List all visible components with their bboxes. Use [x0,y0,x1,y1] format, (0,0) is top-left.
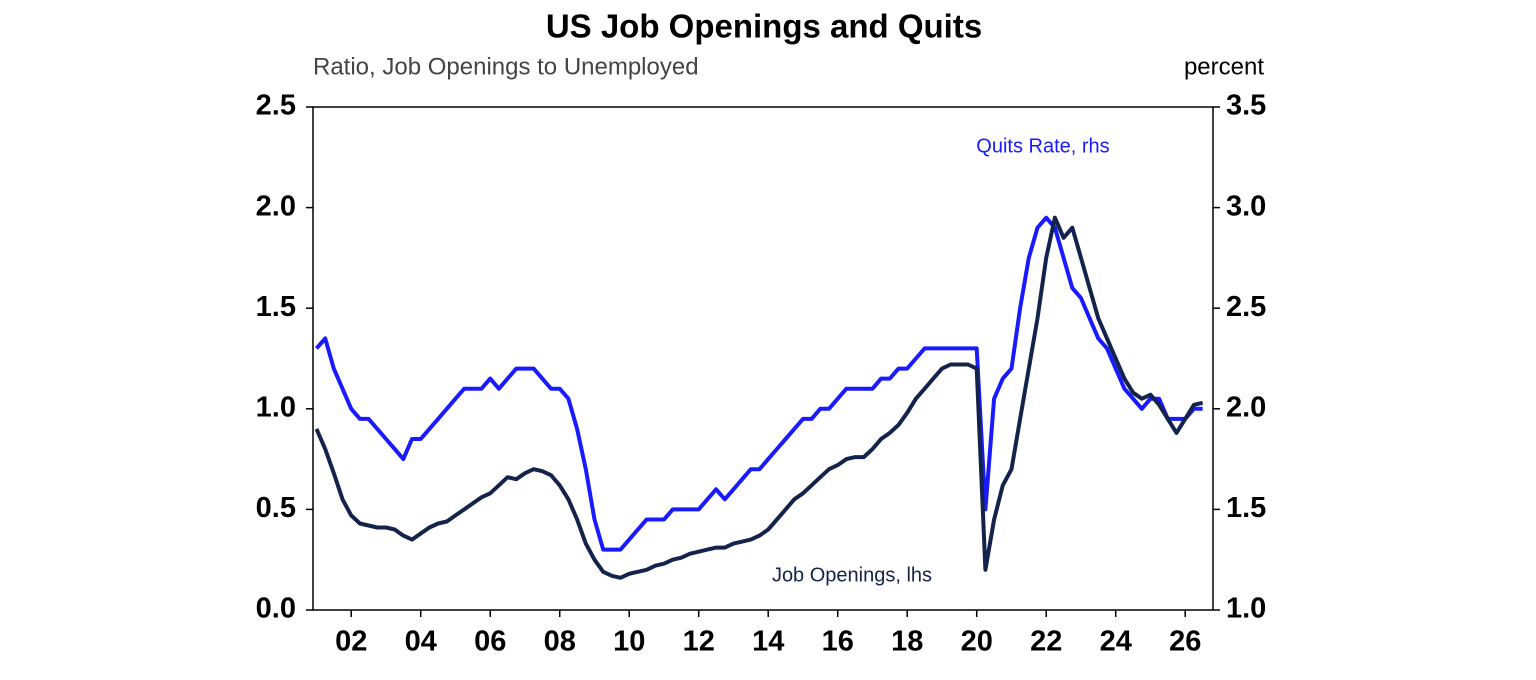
y-tick-label: 2.0 [256,190,296,222]
x-tick-label: 26 [1169,626,1201,658]
x-tick-label: 16 [822,626,854,658]
y2-tick-label: 3.5 [1226,90,1266,122]
x-tick-label: 06 [474,626,506,658]
y2-tick-label: 2.5 [1226,291,1266,323]
x-tick-label: 22 [1030,626,1062,658]
series-line [314,215,1203,552]
y2-tick-label: 1.5 [1226,492,1266,524]
x-tick-label: 20 [961,626,993,658]
x-tick-label: 24 [1100,626,1132,658]
y2-tick-label: 1.0 [1226,593,1266,625]
y-tick-label: 0.5 [256,492,296,524]
y-axis-label: Ratio, Job Openings to Unemployed [313,53,699,80]
x-tick-label: 02 [335,626,367,658]
x-tick-label: 10 [613,626,645,658]
y-tick-label: 1.0 [256,391,296,423]
y2-tick-label: 2.0 [1226,391,1266,423]
series-label: Job Openings, lhs [772,564,932,586]
y2-tick-label: 3.0 [1226,190,1266,222]
y-tick-label: 0.0 [256,593,296,625]
x-tick-label: 14 [752,626,784,658]
x-tick-label: 04 [405,626,437,658]
x-tick-label: 12 [683,626,715,658]
y-tick-label: 2.5 [256,90,296,122]
series-line [314,215,1204,580]
chart-title: US Job Openings and Quits [546,8,982,45]
x-tick-label: 08 [544,626,576,658]
x-tick-label: 18 [891,626,923,658]
series-label: Quits Rate, rhs [976,135,1109,157]
plot-frame [312,106,1214,611]
y-tick-label: 1.5 [256,291,296,323]
y2-axis-label: percent [1184,53,1264,80]
